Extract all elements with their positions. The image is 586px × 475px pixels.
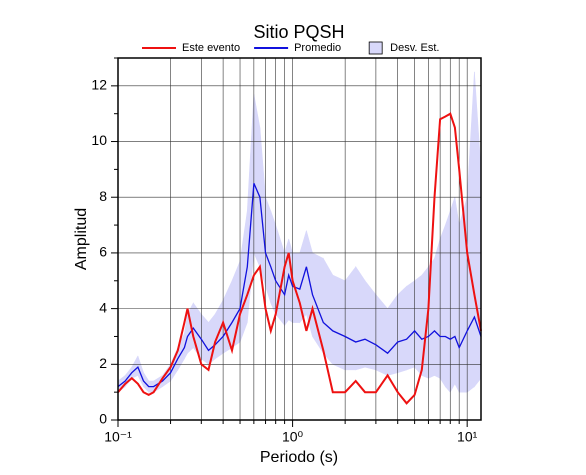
std-band [364,279,377,371]
std-band [454,197,460,393]
x-tick-label: 10⁰ [282,429,304,445]
std-band [323,257,334,366]
std-band [466,71,475,393]
std-band [474,71,482,388]
y-tick-label: 8 [99,188,107,204]
std-band [458,197,468,393]
y-tick-label: 6 [99,244,107,260]
y-tick-label: 10 [91,132,107,148]
std-band [406,280,415,371]
legend-label: Promedio [294,42,341,54]
y-tick-label: 2 [99,355,107,371]
std-band [387,293,399,376]
series-line [117,183,482,388]
legend-label: Este evento [182,42,240,54]
x-axis-label: Periodo (s) [260,449,338,466]
y-tick-label: 0 [99,411,107,427]
legend-label: Desv. Est. [390,42,439,54]
x-tick-label: 10⁻¹ [104,429,132,445]
y-tick-label: 12 [91,77,107,93]
x-tick-label: 10¹ [457,429,478,445]
std-band [270,211,276,315]
series-line [117,112,482,405]
std-band [344,265,357,371]
legend-swatch [368,41,383,55]
std-band [312,252,324,355]
std-band [445,211,451,393]
std-band [222,280,233,354]
std-band [332,274,346,371]
std-band [355,265,366,371]
std-band [375,293,388,376]
std-band [246,94,255,323]
std-band [439,224,446,388]
plot-frame [117,57,482,421]
std-band [265,197,272,304]
y-tick-label: 4 [99,299,107,315]
y-axis-label: Amplitud [73,208,90,270]
std-band [397,285,407,374]
std-band [200,313,209,365]
std-band [253,94,261,267]
std-band [414,274,423,377]
chart-title: Sitio PQSH [253,22,344,42]
std-band [214,299,224,360]
std-band [449,197,456,393]
std-band [137,355,144,387]
